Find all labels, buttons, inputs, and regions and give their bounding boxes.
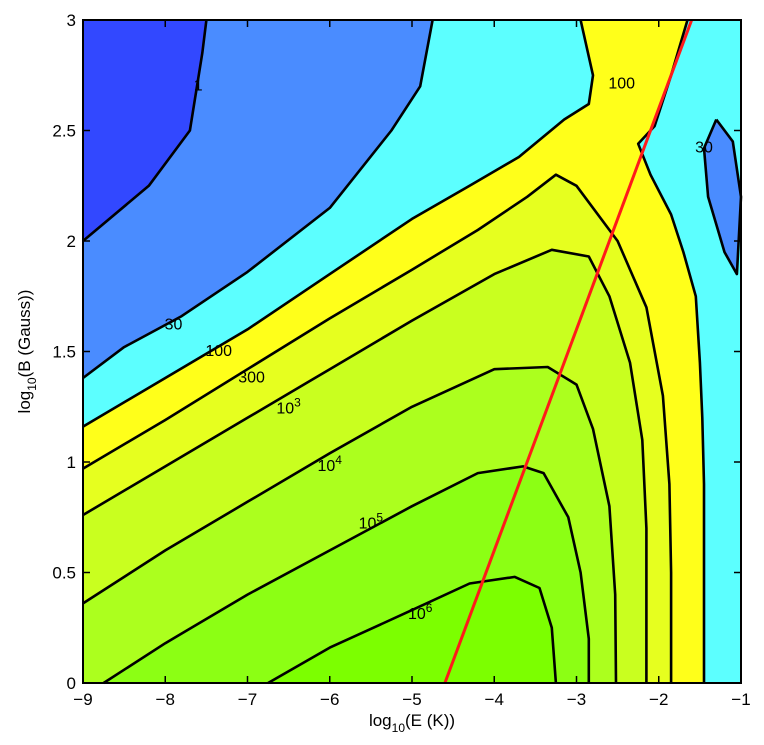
contour-line-30 (702, 118, 743, 276)
contour-region-10 (268, 576, 556, 683)
x-tick-label: −1 (731, 690, 750, 709)
contour-region-4 (704, 119, 741, 275)
x-tick-label: −9 (73, 690, 92, 709)
contour-line-1000000 (267, 575, 558, 685)
contour-label: 1 (194, 78, 203, 95)
x-tick-label: −7 (238, 690, 257, 709)
contour-label: 30 (165, 316, 183, 333)
contour-label: 100 (205, 343, 232, 360)
contour-line-100 (636, 19, 706, 683)
contour-region-8 (83, 367, 616, 683)
contour-line-1 (82, 19, 208, 242)
contour-region-0 (83, 20, 207, 241)
x-tick-label: −4 (485, 690, 504, 709)
y-tick-label: 3 (67, 11, 76, 30)
contour-region-1 (83, 20, 433, 378)
x-tick-label: −8 (156, 690, 175, 709)
y-tick-label: 1.5 (52, 343, 76, 362)
y-tick-label: 0 (67, 674, 76, 693)
red-line (443, 19, 694, 684)
red-reference-line (443, 19, 694, 684)
contour-lines (82, 19, 743, 685)
contour-region-5 (83, 20, 704, 683)
contour-region-6 (83, 174, 672, 683)
contour-line-100000 (102, 465, 591, 685)
contour-region-7 (83, 249, 647, 684)
y-tick-label: 1 (67, 453, 76, 472)
x-axis-ticks: −9 −8 −7 −6 −5 −4 −3 −2 −1 (73, 20, 751, 709)
contour-label: 30 (695, 140, 713, 157)
y-tick-label: 2 (67, 232, 76, 251)
x-tick-label: −3 (567, 690, 586, 709)
contour-line-1000 (82, 248, 648, 683)
x-tick-label: −5 (402, 690, 421, 709)
y-tick-label: 0.5 (52, 564, 76, 583)
x-axis-label: log10(E (K)) (369, 711, 455, 735)
contour-region-2 (83, 20, 593, 427)
contour-line-100 (82, 19, 595, 428)
contour-line-300 (82, 173, 673, 683)
contour-line-10000 (82, 365, 618, 684)
filled-contour-regions (83, 20, 741, 684)
y-axis-label: log10(B (Gauss)) (15, 290, 39, 414)
x-tick-label: −2 (649, 690, 668, 709)
contour-region-9 (103, 466, 589, 683)
contour-label: 100 (608, 76, 635, 93)
x-tick-label: −6 (320, 690, 339, 709)
y-tick-label: 2.5 (52, 122, 76, 141)
y-axis-ticks: 0 0.5 1 1.5 2 2.5 3 (52, 11, 741, 693)
contour-label: 300 (238, 369, 265, 386)
contour-line-30 (82, 19, 434, 380)
